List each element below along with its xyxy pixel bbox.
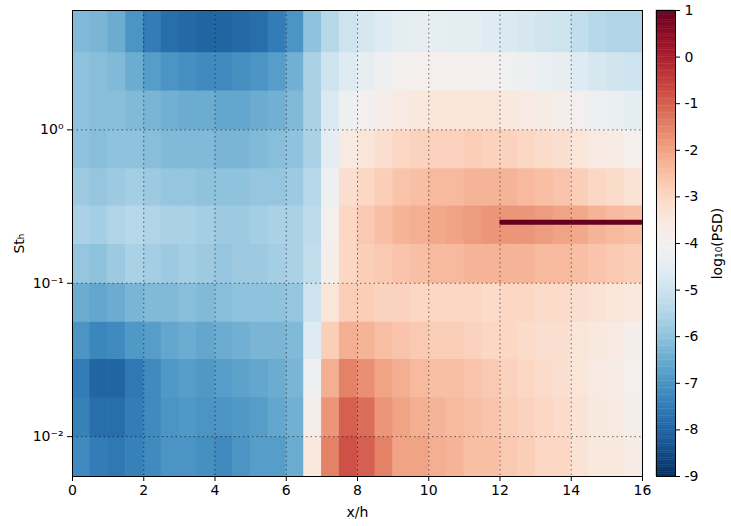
svg-text:-7: -7 <box>685 375 699 391</box>
svg-text:1: 1 <box>685 2 694 18</box>
svg-text:0: 0 <box>685 49 694 65</box>
svg-text:12: 12 <box>491 482 509 498</box>
svg-text:10: 10 <box>420 482 438 498</box>
svg-text:-8: -8 <box>685 421 699 437</box>
svg-text:-9: -9 <box>685 468 699 484</box>
svg-text:-6: -6 <box>685 328 699 344</box>
svg-text:6: 6 <box>282 482 291 498</box>
svg-text:8: 8 <box>353 482 362 498</box>
svg-text:10⁰: 10⁰ <box>40 121 64 137</box>
svg-text:0: 0 <box>68 482 77 498</box>
svg-text:4: 4 <box>211 482 220 498</box>
svg-text:16: 16 <box>634 482 652 498</box>
svg-text:-1: -1 <box>685 95 699 111</box>
svg-text:log₁₀(PSD): log₁₀(PSD) <box>709 208 725 280</box>
svg-text:-5: -5 <box>685 282 699 298</box>
svg-text:Stₕ: Stₕ <box>11 233 27 253</box>
svg-text:-3: -3 <box>685 188 699 204</box>
svg-text:10⁻²: 10⁻² <box>33 428 64 444</box>
svg-text:x/h: x/h <box>347 504 369 520</box>
svg-text:-4: -4 <box>685 235 699 251</box>
svg-text:10⁻¹: 10⁻¹ <box>33 275 64 291</box>
svg-text:2: 2 <box>139 482 148 498</box>
svg-text:14: 14 <box>562 482 580 498</box>
svg-text:-2: -2 <box>685 142 699 158</box>
